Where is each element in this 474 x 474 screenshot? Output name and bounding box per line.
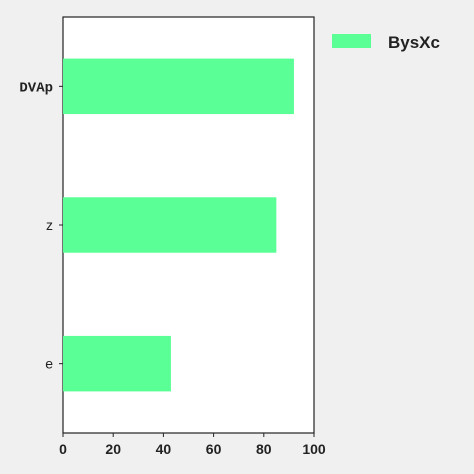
category-label: DVAp	[19, 80, 53, 96]
category-label: e	[45, 356, 53, 372]
x-tick-label: 20	[105, 441, 121, 457]
category-label: z	[46, 217, 53, 233]
legend: BysXc	[332, 33, 440, 52]
x-tick-label: 60	[206, 441, 222, 457]
bar-group	[63, 58, 294, 392]
bar-DVAp	[63, 58, 294, 115]
legend-label: BysXc	[388, 33, 440, 52]
bar-z	[63, 197, 277, 253]
bar-e	[63, 335, 171, 392]
x-tick-label: 40	[156, 441, 172, 457]
x-tick-label: 0	[59, 441, 67, 457]
x-tick-label: 100	[302, 441, 326, 457]
category-labels: DVAp z e	[19, 80, 63, 372]
legend-swatch	[332, 34, 371, 48]
x-axis-ticks: 0 20 40 60 80 100	[59, 433, 326, 457]
x-tick-label: 80	[256, 441, 272, 457]
